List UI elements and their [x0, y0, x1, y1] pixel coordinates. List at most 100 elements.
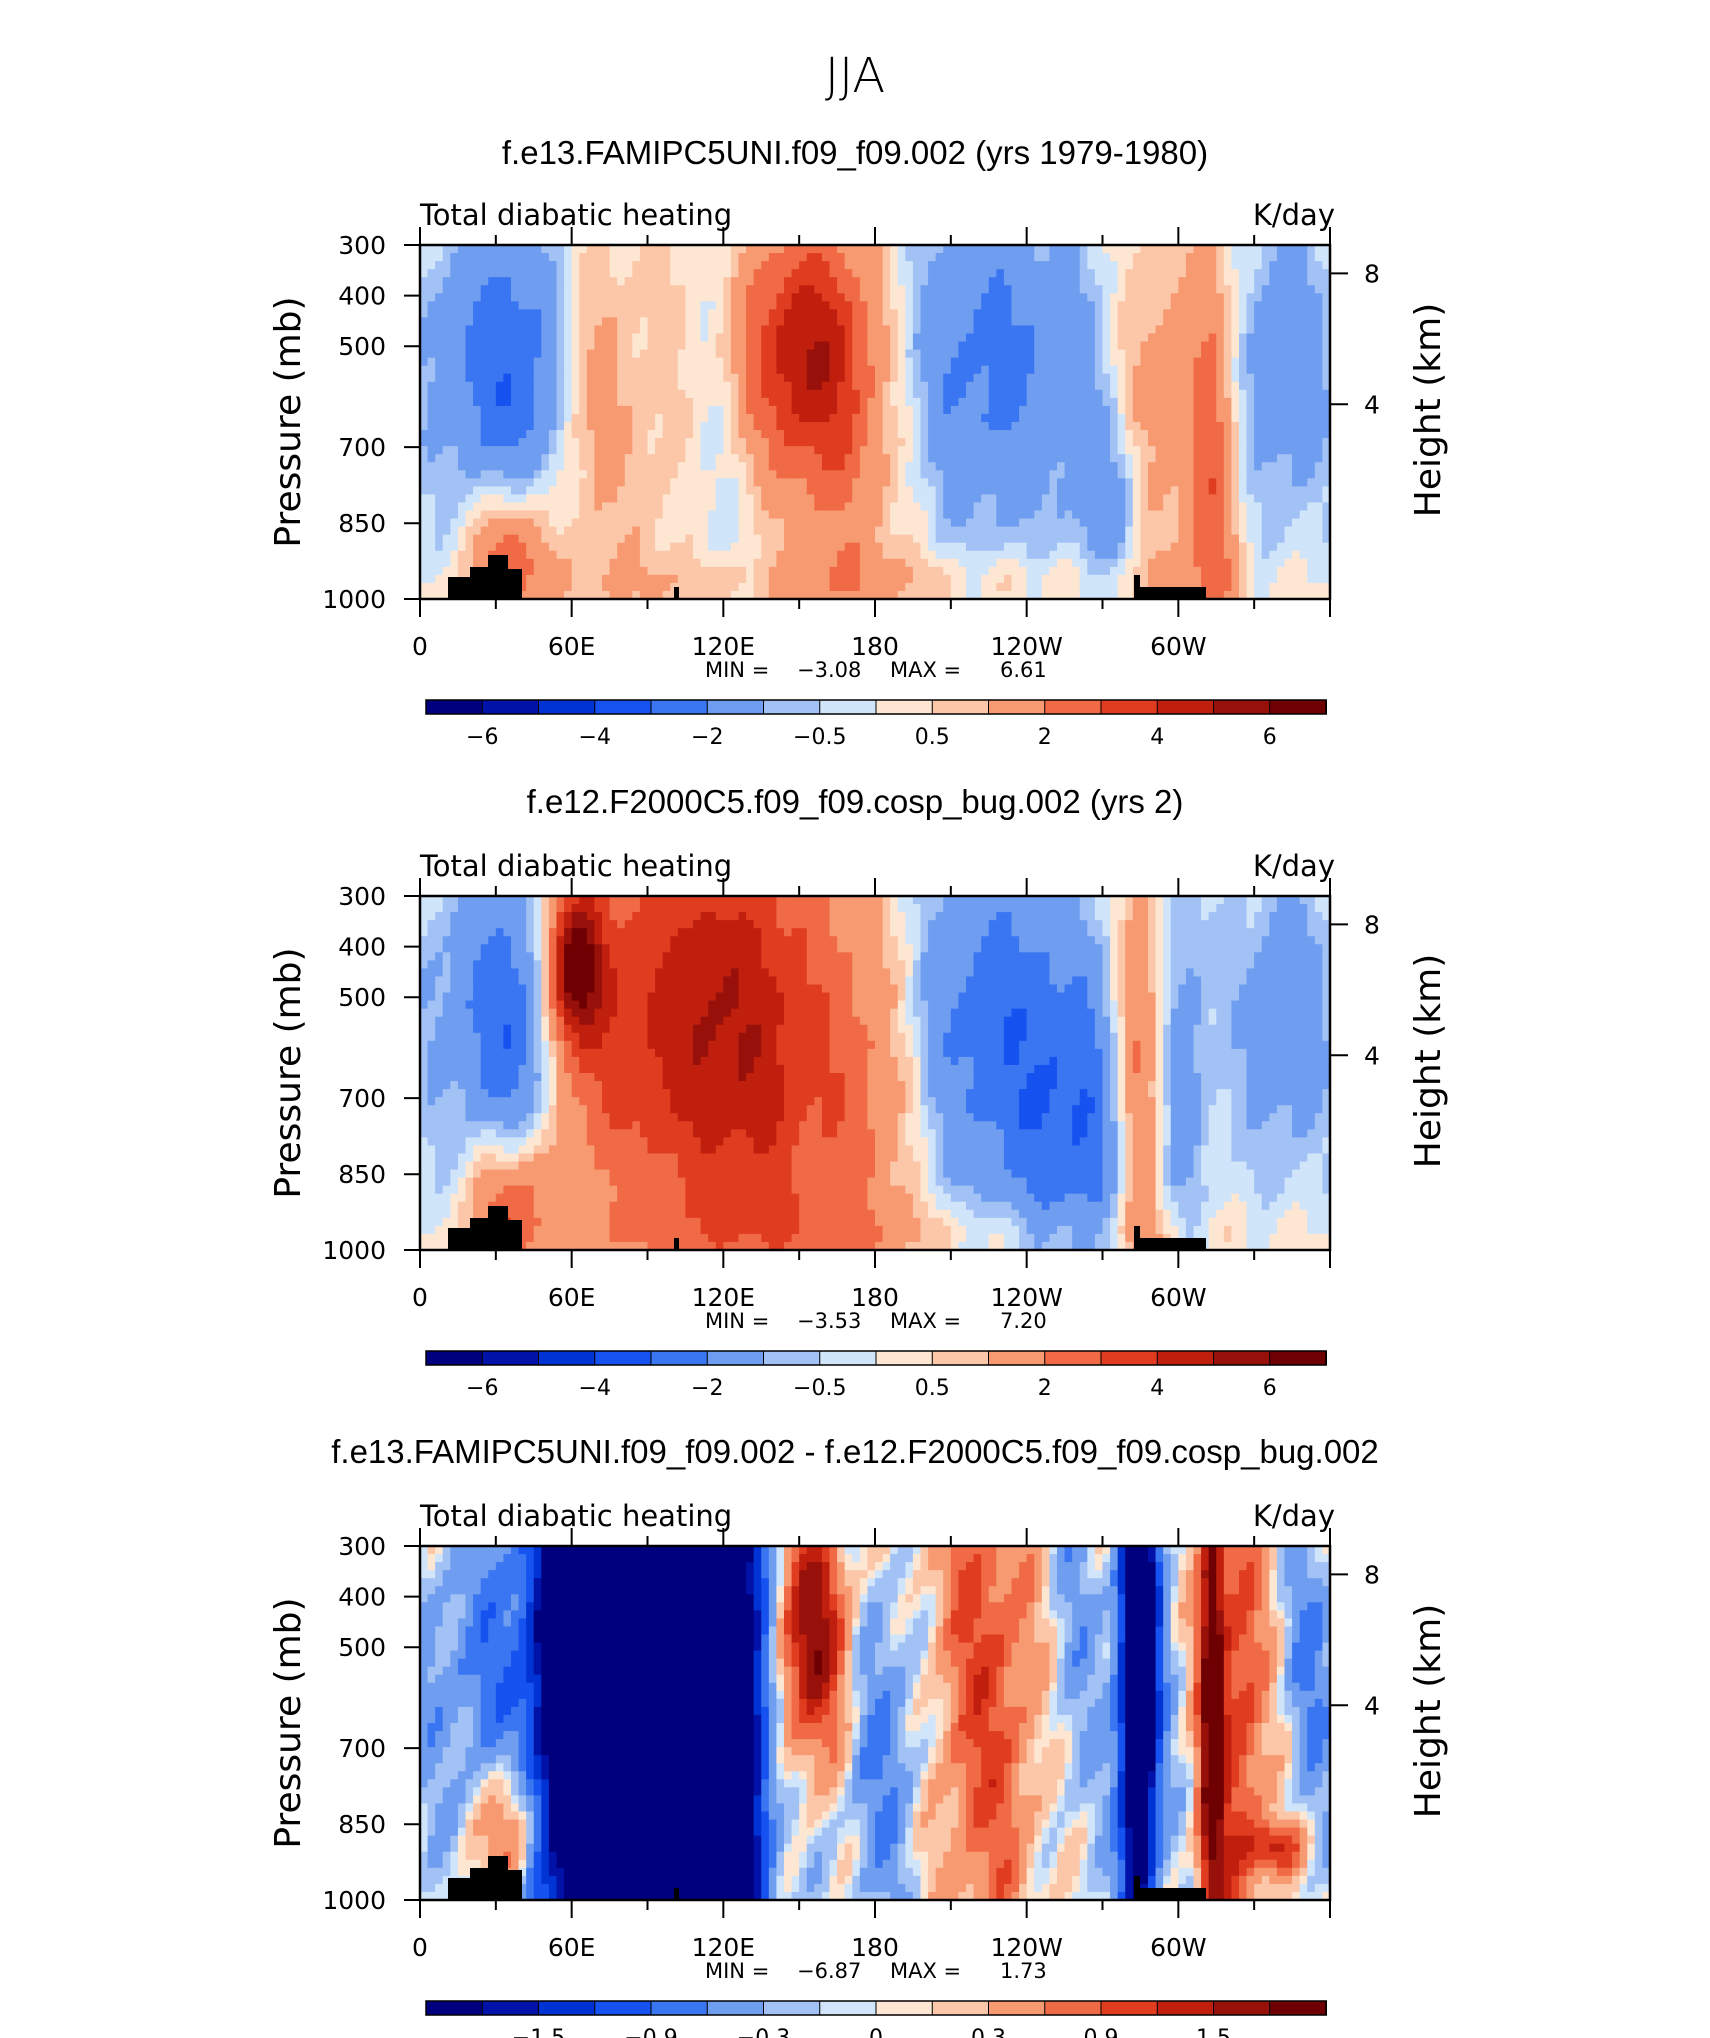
- heat-cell: [609, 317, 618, 327]
- heat-cell: [1155, 502, 1164, 512]
- heat-cell: [420, 430, 429, 439]
- heat-cell: [1057, 341, 1066, 351]
- heat-cell: [806, 566, 815, 576]
- heat-cell: [1072, 373, 1081, 383]
- heat-cell: [662, 558, 671, 568]
- heat-cell: [1231, 381, 1240, 391]
- heat-cell: [609, 373, 618, 383]
- heat-cell: [996, 470, 1005, 479]
- heat-cell: [966, 478, 975, 487]
- heat-cell: [639, 269, 649, 278]
- heat-cell: [814, 494, 823, 504]
- heat-cell: [912, 301, 922, 310]
- heat-cell: [685, 325, 694, 335]
- heat-cell: [1208, 397, 1217, 407]
- heat-cell: [1087, 269, 1096, 278]
- heat-cell: [420, 269, 429, 278]
- heat-cell: [1079, 518, 1088, 528]
- heat-cell: [875, 534, 884, 544]
- heat-cell: [882, 438, 891, 447]
- heat-cell: [533, 430, 542, 439]
- heat-cell: [495, 277, 505, 286]
- heat-cell: [844, 574, 853, 584]
- heat-cell: [791, 462, 800, 471]
- heat-cell: [647, 333, 656, 343]
- heat-cell: [753, 590, 762, 600]
- heat-cell: [935, 526, 944, 536]
- heat-cell: [579, 373, 588, 383]
- heat-cell: [1201, 470, 1210, 479]
- heat-cell: [693, 566, 702, 576]
- heat-cell: [617, 365, 626, 375]
- heat-cell: [882, 413, 891, 423]
- heat-cell: [526, 550, 535, 560]
- heat-cell: [1064, 518, 1073, 528]
- heat-cell: [450, 261, 459, 270]
- heat-cell: [1269, 381, 1278, 391]
- heat-cell: [1132, 389, 1142, 399]
- heat-cell: [912, 518, 922, 528]
- heat-cell: [480, 510, 489, 520]
- heat-cell: [450, 245, 459, 254]
- heat-cell: [1216, 446, 1225, 455]
- heat-cell: [609, 550, 618, 560]
- heat-cell: [1140, 494, 1149, 504]
- heat-cell: [495, 430, 505, 439]
- heat-cell: [602, 341, 611, 351]
- heat-cell: [935, 381, 944, 391]
- heat-cell: [799, 558, 808, 568]
- heat-cell: [897, 542, 906, 552]
- heat-cell: [1003, 245, 1013, 254]
- heat-cell: [859, 365, 869, 375]
- heat-cell: [518, 470, 527, 479]
- heat-cell: [602, 582, 611, 592]
- heat-cell: [943, 486, 952, 496]
- heat-cell: [495, 518, 505, 528]
- heat-cell: [594, 277, 603, 286]
- heat-cell: [700, 325, 709, 335]
- heat-cell: [1254, 502, 1263, 512]
- heat-cell: [859, 277, 869, 286]
- heat-cell: [1239, 494, 1248, 504]
- heat-cell: [1261, 470, 1270, 479]
- heat-cell: [1019, 462, 1028, 471]
- heat-cell: [548, 494, 558, 504]
- heat-cell: [837, 285, 846, 294]
- heat-cell: [935, 389, 944, 399]
- heat-cell: [1087, 413, 1096, 423]
- heat-cell: [1011, 534, 1020, 544]
- heat-cell: [1216, 454, 1225, 463]
- heat-cell: [533, 494, 542, 504]
- heat-cell: [655, 389, 664, 399]
- heat-cell: [890, 381, 899, 391]
- heat-cell: [776, 349, 785, 359]
- heat-cell: [693, 317, 702, 327]
- heat-cell: [571, 357, 580, 367]
- heat-cell: [1041, 590, 1051, 600]
- heat-cell: [647, 494, 656, 504]
- heat-cell: [988, 462, 997, 471]
- heat-cell: [928, 542, 937, 552]
- heat-cell: [1132, 430, 1142, 439]
- heat-cell: [852, 502, 861, 512]
- heat-cell: [761, 574, 770, 584]
- heat-cell: [821, 405, 831, 415]
- heat-cell: [1239, 381, 1248, 391]
- heat-cell: [897, 582, 906, 592]
- heat-cell: [981, 365, 990, 375]
- heat-cell: [943, 381, 952, 391]
- heat-cell: [602, 542, 611, 552]
- heat-cell: [852, 438, 861, 447]
- heat-cell: [511, 245, 520, 254]
- heat-cell: [814, 526, 823, 536]
- heat-cell: [814, 301, 823, 310]
- heat-cell: [799, 277, 808, 286]
- heat-cell: [457, 558, 467, 568]
- heat-cell: [586, 245, 596, 254]
- heat-cell: [844, 478, 853, 487]
- heat-cell: [867, 558, 876, 568]
- heat-cell: [1231, 422, 1240, 431]
- heat-cell: [609, 534, 618, 544]
- heat-cell: [1254, 381, 1263, 391]
- heat-cell: [1057, 518, 1066, 528]
